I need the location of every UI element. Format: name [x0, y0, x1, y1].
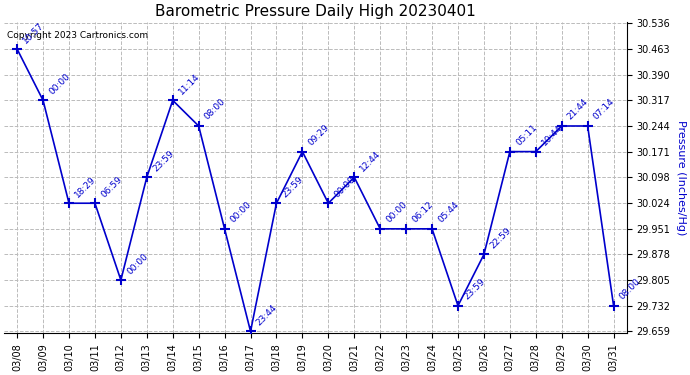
Text: 00:00: 00:00 [125, 251, 150, 276]
Text: 08:00: 08:00 [203, 97, 228, 122]
Text: 05:11: 05:11 [514, 123, 539, 147]
Text: 00:00: 00:00 [384, 200, 409, 225]
Text: 06:12: 06:12 [411, 200, 435, 225]
Text: 00:00: 00:00 [333, 174, 357, 199]
Text: 06:59: 06:59 [99, 174, 124, 199]
Text: 00:00: 00:00 [229, 200, 253, 225]
Text: 23:59: 23:59 [151, 148, 175, 173]
Text: 12:44: 12:44 [358, 148, 383, 173]
Text: 18:29: 18:29 [73, 174, 98, 199]
Text: 23:59: 23:59 [281, 174, 305, 199]
Text: 10:57: 10:57 [21, 20, 46, 45]
Text: 23:59: 23:59 [462, 277, 486, 302]
Text: 05:44: 05:44 [436, 200, 461, 225]
Y-axis label: Pressure (Inches/Hg): Pressure (Inches/Hg) [676, 120, 686, 235]
Text: 09:29: 09:29 [306, 123, 331, 147]
Text: 00:00: 00:00 [47, 72, 72, 96]
Text: 10:44: 10:44 [540, 123, 564, 147]
Text: 22:59: 22:59 [488, 226, 513, 250]
Title: Barometric Pressure Daily High 20230401: Barometric Pressure Daily High 20230401 [155, 4, 475, 19]
Text: 08:00: 08:00 [618, 277, 642, 302]
Text: 11:14: 11:14 [177, 72, 201, 96]
Text: 07:14: 07:14 [592, 97, 616, 122]
Text: Copyright 2023 Cartronics.com: Copyright 2023 Cartronics.com [8, 31, 148, 40]
Text: 23:44: 23:44 [255, 303, 279, 327]
Text: 21:44: 21:44 [566, 98, 590, 122]
